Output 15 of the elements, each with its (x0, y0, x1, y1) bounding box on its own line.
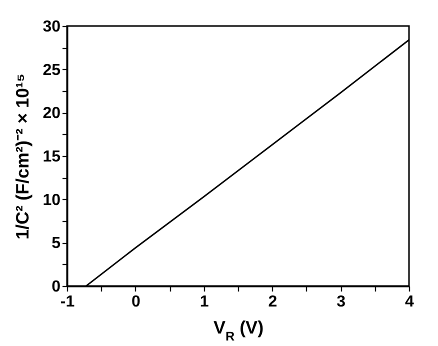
y-tick-label: 5 (52, 235, 61, 252)
y-tick-label: 25 (42, 62, 61, 79)
x-tick-label: 3 (336, 294, 346, 310)
y-tick-label: 30 (42, 18, 61, 36)
x-tick-label: 1 (200, 294, 209, 310)
y-tick-label: 15 (42, 148, 61, 166)
x-axis-title: V$_{R}$ (V) (213, 318, 264, 344)
x-tick-label: 4 (405, 294, 414, 310)
y-axis-title: 1/C² (F/cm²)⁻² × 10¹⁵ (12, 74, 33, 240)
y-tick-label: 20 (42, 105, 61, 122)
y-tick-label: 10 (42, 192, 61, 209)
x-tick-label: 2 (268, 294, 278, 310)
x-tick-label: -1 (60, 294, 75, 310)
x-tick-label: 0 (131, 294, 140, 310)
y-tick-label: 0 (52, 278, 61, 296)
